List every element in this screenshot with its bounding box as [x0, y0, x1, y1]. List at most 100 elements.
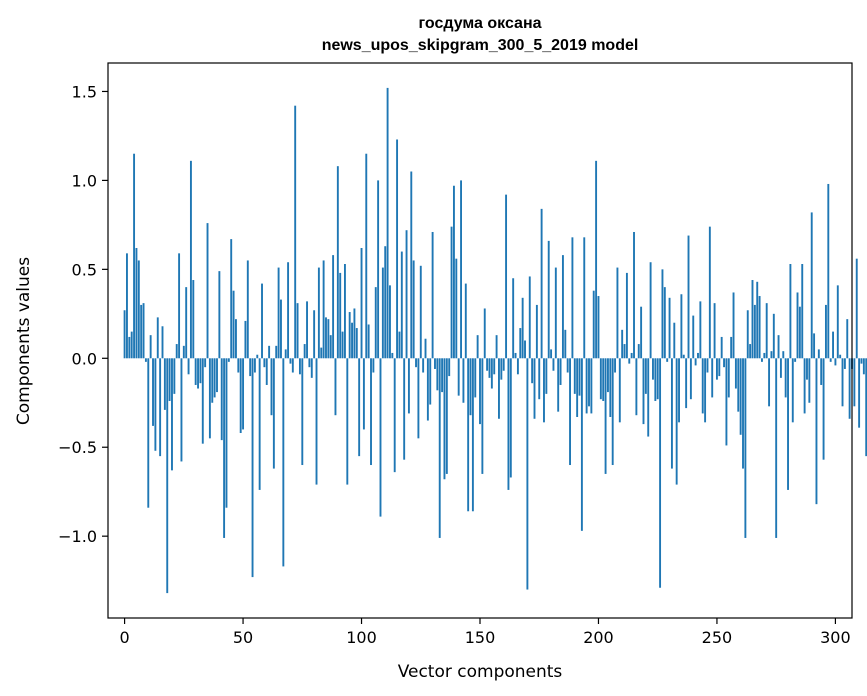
bar [315, 358, 318, 485]
y-tick-label: 1.0 [72, 171, 97, 190]
bar [320, 347, 323, 359]
bar [216, 358, 218, 393]
bar [317, 267, 320, 359]
bar [486, 358, 489, 371]
bar [687, 235, 690, 359]
bar [327, 319, 330, 359]
bar [647, 358, 650, 437]
bar [675, 358, 678, 485]
bar [410, 171, 413, 359]
bar [512, 278, 515, 359]
bars-group [123, 87, 867, 594]
bar [718, 358, 721, 377]
bar [149, 335, 152, 359]
bar [223, 358, 226, 538]
bar [481, 358, 484, 474]
bar [348, 312, 351, 359]
bar [661, 269, 664, 359]
bar [607, 358, 609, 393]
bar [654, 358, 657, 401]
bar [701, 358, 704, 414]
bar [633, 231, 635, 359]
bar [460, 180, 462, 359]
bar [467, 358, 470, 512]
x-tick-label: 50 [233, 628, 253, 647]
chart-title-line-2: news_upos_skipgram_300_5_2019 model [322, 37, 639, 54]
bar [227, 358, 230, 362]
bar [199, 358, 202, 384]
bar [135, 248, 138, 359]
bar [253, 358, 256, 373]
bar [715, 358, 718, 380]
bar [659, 358, 662, 588]
bar [180, 358, 183, 462]
bar [580, 358, 583, 531]
bar [564, 329, 567, 359]
bar [689, 358, 692, 400]
bar [265, 358, 268, 385]
bar [178, 253, 181, 359]
bar [813, 333, 816, 359]
bar [211, 358, 214, 403]
bar [614, 358, 617, 373]
bar [552, 358, 555, 371]
bar [507, 358, 510, 490]
bar [329, 335, 332, 359]
bar [242, 358, 245, 430]
bar [521, 297, 524, 359]
bar [284, 349, 287, 359]
bar [516, 358, 519, 375]
y-tick-label: −1.0 [58, 527, 97, 546]
bar [595, 160, 598, 359]
bar [730, 336, 733, 359]
y-tick-label: −0.5 [58, 438, 97, 457]
bar [670, 358, 673, 469]
bar [168, 358, 171, 401]
bar [538, 358, 541, 400]
bar [147, 358, 150, 508]
bar [531, 358, 534, 384]
bar [779, 358, 782, 378]
bar [445, 358, 448, 474]
bar [431, 231, 434, 359]
y-axis-ticks: −1.0 −0.5 0.0 0.5 1.0 1.5 [58, 82, 108, 546]
bar [334, 358, 337, 416]
bar [505, 194, 508, 359]
bar [585, 358, 588, 414]
bar [412, 260, 415, 359]
y-tick-label: 1.5 [72, 82, 97, 101]
bar [775, 358, 778, 538]
bar [490, 358, 493, 389]
bar [583, 237, 586, 359]
x-tick-label: 200 [583, 628, 614, 647]
x-tick-label: 150 [465, 628, 496, 647]
bar [434, 358, 436, 369]
bar [374, 287, 377, 359]
bar [140, 304, 143, 359]
x-axis-ticks: 0 50 100 150 200 250 300 [119, 618, 851, 647]
bar [204, 358, 207, 368]
plot-frame [107, 62, 853, 619]
bar [313, 310, 316, 359]
bar [673, 322, 676, 359]
bar [858, 358, 861, 428]
bar [623, 344, 626, 359]
bar [561, 255, 564, 359]
bar [303, 344, 306, 359]
bar [130, 331, 133, 359]
bar [137, 260, 140, 359]
bar [737, 358, 740, 412]
bar [734, 358, 737, 389]
bar [249, 358, 252, 377]
bar [509, 358, 512, 478]
bar [438, 358, 441, 538]
bar [865, 358, 867, 457]
bar [794, 358, 797, 362]
bar [365, 153, 368, 359]
y-tick-label: 0.5 [72, 260, 97, 279]
bar [533, 358, 536, 419]
bar [848, 358, 851, 419]
bar [782, 351, 785, 359]
bar [419, 265, 422, 359]
bar [488, 358, 491, 378]
